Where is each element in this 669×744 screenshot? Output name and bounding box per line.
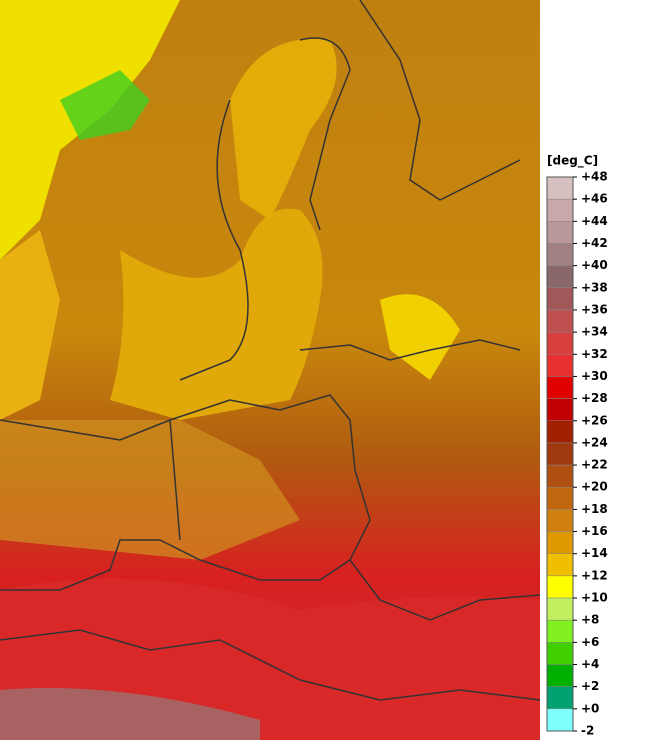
- color-bin: [546, 221, 574, 244]
- tick-label: +42: [581, 236, 608, 250]
- tick-label: +36: [581, 302, 608, 316]
- colorbar: +48 +46 +44 +42 +40 +38 +36 +34 +32 +30 +28 +26 +24 +…: [546, 170, 608, 738]
- map: [0, 0, 541, 740]
- color-bin: [546, 509, 574, 532]
- tick-label: +16: [581, 524, 608, 538]
- color-bin: [546, 309, 574, 333]
- legend-unit: [deg_C]: [547, 154, 598, 169]
- tick-label: +40: [581, 258, 608, 272]
- color-bin: [546, 287, 574, 311]
- tick-label: +14: [581, 546, 608, 560]
- color-bin: [546, 243, 574, 266]
- color-bin: [546, 420, 574, 444]
- color-bin: [546, 265, 574, 289]
- tick-label: +8: [581, 613, 599, 627]
- tick-label: +22: [581, 458, 608, 472]
- tick-label: +38: [581, 280, 608, 294]
- tick-label: +48: [581, 170, 608, 184]
- tick-label: +20: [581, 480, 608, 494]
- tick-label: +2: [581, 679, 599, 693]
- tick-label: +24: [581, 435, 608, 449]
- color-bin: [546, 376, 574, 399]
- tick-label: +4: [581, 657, 599, 671]
- tick-label: +12: [581, 568, 608, 582]
- tick-label: +28: [581, 391, 608, 405]
- color-bin: [546, 442, 574, 466]
- color-bin: [546, 464, 574, 488]
- color-bin: [546, 708, 574, 732]
- tick-label: +6: [581, 635, 599, 649]
- tick-label: -2: [581, 724, 594, 738]
- tick-label: +10: [581, 591, 608, 605]
- color-bin: [546, 354, 574, 377]
- color-bin: [546, 642, 574, 665]
- color-bin: [546, 398, 574, 422]
- tick-label: +32: [581, 347, 608, 361]
- color-bin: [546, 486, 574, 510]
- color-bin: [546, 575, 574, 599]
- color-bin: [546, 198, 574, 222]
- tick-label: +34: [581, 325, 608, 339]
- color-bin: [546, 686, 574, 710]
- color-bin: [546, 531, 574, 554]
- tick-label: +18: [581, 502, 608, 516]
- color-bin: [546, 597, 574, 621]
- tick-label: +44: [581, 214, 608, 228]
- color-bin: [546, 331, 574, 355]
- color-bin: [546, 664, 574, 687]
- tick-label: +46: [581, 192, 608, 206]
- tick-label: +30: [581, 369, 608, 383]
- tick-label: +26: [581, 413, 608, 427]
- color-bin: [546, 176, 574, 200]
- tick-label: +0: [581, 701, 599, 715]
- color-bin: [546, 619, 574, 643]
- color-bin: [546, 553, 574, 577]
- colorbar-frame: [546, 176, 574, 732]
